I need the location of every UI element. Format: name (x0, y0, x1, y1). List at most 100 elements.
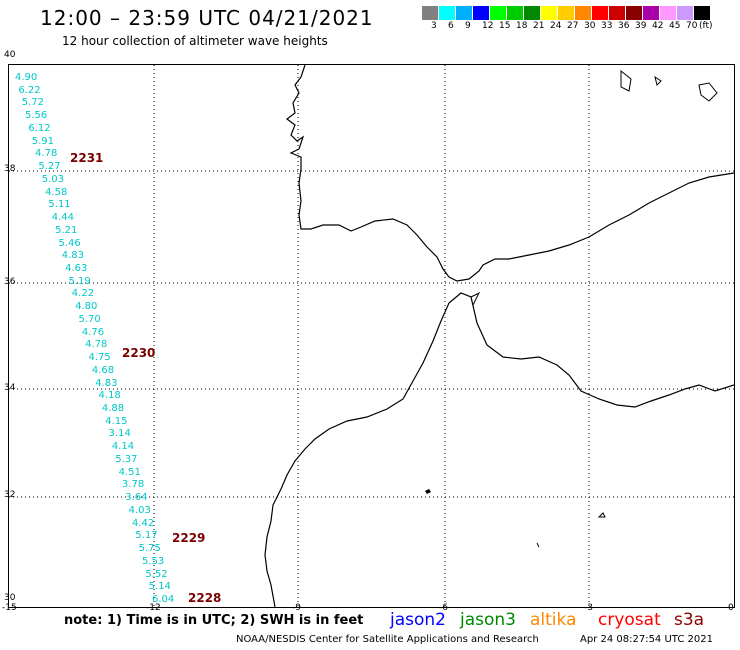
wave-height-label: 5.72 (21, 97, 44, 109)
wave-height-label: 4.03 (128, 504, 151, 516)
wave-height-label: 4.51 (118, 466, 141, 478)
iberia-coastline (286, 65, 734, 282)
wave-height-label: 6.12 (28, 122, 51, 134)
wave-height-label: 5.19 (68, 275, 91, 287)
color-scale-label: 21 (533, 21, 545, 31)
wave-height-label: 5.52 (145, 568, 168, 580)
lon-label: -12 (146, 603, 161, 613)
footer-credit: NOAA/NESDIS Center for Satellite Applica… (236, 634, 539, 645)
wave-height-label: 4.44 (51, 212, 75, 224)
wave-height-label: 4.83 (61, 250, 85, 262)
wave-height-label: 5.53 (141, 555, 165, 567)
island-canary-hint (425, 489, 431, 494)
gibraltar-coast (470, 291, 481, 306)
color-swatch (625, 6, 642, 20)
wave-height-label: 5.27 (38, 161, 61, 173)
lat-label: 38 (4, 164, 16, 174)
lat-label: 34 (4, 383, 16, 393)
color-swatch (523, 6, 540, 20)
wave-height-label: 3.64 (125, 492, 148, 504)
wave-height-label: 4.83 (95, 377, 118, 389)
legend-jason3: jason3 (460, 610, 516, 630)
legend-jason2: jason2 (390, 610, 446, 630)
wave-height-label: 4.63 (65, 262, 88, 274)
island-small-3 (536, 542, 540, 548)
wave-height-label: 5.56 (25, 110, 48, 122)
lon-label: -6 (439, 603, 448, 613)
lon-label: -3 (584, 603, 593, 613)
color-scale-label: 45 (669, 21, 681, 31)
color-scale-label: 6 (448, 21, 454, 31)
legend-cryosat: cryosat (598, 610, 661, 630)
color-scale-label: 42 (652, 21, 664, 31)
color-swatch (557, 6, 574, 20)
wave-height-label: 4.76 (81, 326, 105, 338)
color-scale-label: 70 (686, 21, 698, 31)
color-scale-label: 9 (465, 21, 471, 31)
color-swatch (489, 6, 506, 20)
wave-height-label: 3.14 (108, 428, 131, 440)
color-scale-label: 15 (499, 21, 511, 31)
color-swatch (608, 6, 625, 20)
color-scale-label: 18 (516, 21, 528, 31)
color-scale-label: (ft) (699, 21, 713, 31)
legend-s3a: s3a (674, 610, 705, 630)
color-swatch (642, 6, 659, 20)
lat-label: 40 (4, 50, 16, 60)
wave-height-label: 4.78 (35, 148, 58, 160)
wave-height-label: 4.15 (105, 415, 128, 427)
wave-height-label: 5.91 (31, 135, 54, 147)
color-swatch (421, 6, 438, 20)
color-swatch (574, 6, 591, 20)
island-small-2 (698, 82, 718, 102)
color-swatch (659, 6, 676, 20)
color-swatch (591, 6, 608, 20)
wave-height-label: 4.58 (45, 186, 68, 198)
footer-timestamp: Apr 24 08:27:54 UTC 2021 (580, 634, 713, 645)
color-swatch (455, 6, 472, 20)
color-scale-label: 12 (482, 21, 494, 31)
color-scale-labels: 3 6 9 12 15 18 21 24 27 30 33 36 39 42 45 70 (ft) (421, 21, 740, 35)
color-swatch (693, 6, 710, 20)
color-swatch (472, 6, 489, 20)
color-swatch (676, 6, 693, 20)
lon-label: 0 (728, 603, 734, 613)
color-scale-label: 24 (550, 21, 562, 31)
wave-height-label: 4.22 (71, 288, 95, 300)
lon-label: -15 (2, 603, 17, 613)
island-alboran (597, 512, 606, 518)
wave-height-label: 5.14 (148, 581, 171, 593)
wave-height-label: 5.03 (41, 173, 64, 185)
wave-height-label: 4.18 (98, 390, 121, 402)
page-title: 12:00 – 23:59 UTC 04/21/2021 (40, 6, 374, 30)
time-label: 2231 (70, 151, 104, 165)
color-scale-label: 30 (584, 21, 596, 31)
wave-height-label: 6.22 (18, 84, 41, 96)
map-frame (8, 64, 735, 608)
wave-height-label: 4.42 (131, 517, 155, 529)
color-scale-label: 3 (431, 21, 437, 31)
mallorca-island (620, 69, 632, 92)
color-swatch (506, 6, 523, 20)
wave-height-label: 4.78 (85, 339, 108, 351)
time-label: 2230 (122, 346, 156, 360)
island-small-1 (654, 75, 662, 86)
color-scale-label: 39 (635, 21, 647, 31)
wave-height-label: 4.14 (111, 441, 135, 453)
wave-height-label: 5.37 (115, 453, 138, 465)
africa-coastline (264, 292, 734, 607)
note-text: note: 1) Time is in UTC; 2) SWH is in fe… (64, 613, 364, 628)
wave-height-label: 5.46 (58, 237, 81, 249)
wave-height-label: 6.04 (152, 594, 175, 605)
color-scale-label: 36 (618, 21, 630, 31)
wave-height-label: 4.80 (75, 301, 98, 313)
color-scale-label: 33 (601, 21, 613, 31)
time-label: 2229 (172, 531, 206, 545)
time-label: 2228 (188, 591, 222, 605)
page-subtitle: 12 hour collection of altimeter wave hei… (62, 34, 328, 48)
legend-altika: altika (530, 610, 577, 630)
wave-height-label: 4.68 (91, 364, 115, 376)
wave-height-label: 3.78 (121, 479, 145, 491)
lat-label: 36 (4, 277, 16, 287)
color-scale-label: 27 (567, 21, 579, 31)
